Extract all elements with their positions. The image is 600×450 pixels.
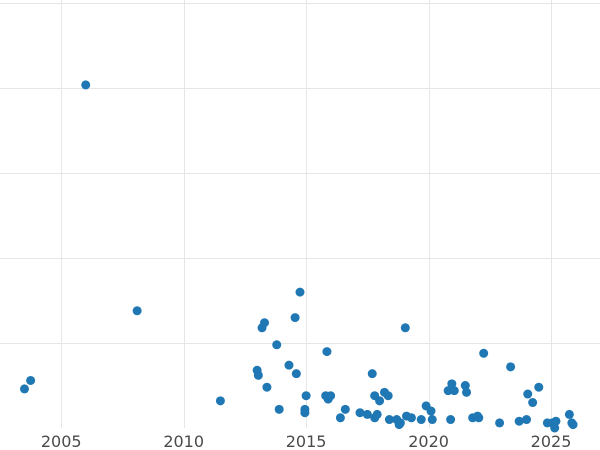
data-point[interactable] — [514, 416, 524, 426]
data-point[interactable] — [372, 409, 382, 419]
data-point[interactable] — [449, 386, 459, 396]
data-point[interactable] — [383, 391, 393, 401]
data-point[interactable] — [274, 404, 284, 414]
x-tick-label-2005: 2005 — [41, 432, 82, 450]
data-point[interactable] — [291, 369, 301, 379]
data-point[interactable] — [259, 318, 269, 328]
data-point[interactable] — [522, 415, 532, 425]
data-point[interactable] — [400, 323, 410, 333]
data-point[interactable] — [474, 413, 484, 423]
data-point[interactable] — [340, 404, 350, 414]
data-point[interactable] — [447, 379, 457, 389]
data-point[interactable] — [26, 375, 36, 385]
data-point[interactable] — [262, 382, 272, 392]
data-point[interactable] — [427, 415, 437, 425]
data-point[interactable] — [326, 391, 336, 401]
x-tick-label-2010: 2010 — [163, 432, 204, 450]
data-point[interactable] — [551, 416, 561, 426]
data-point[interactable] — [284, 360, 294, 370]
x-tick-label-2025: 2025 — [531, 432, 572, 450]
data-point[interactable] — [384, 415, 394, 425]
data-point[interactable] — [446, 415, 456, 425]
data-point[interactable] — [335, 413, 345, 423]
x-tick-label-2015: 2015 — [286, 432, 327, 450]
data-point[interactable] — [564, 409, 574, 419]
x-axis-ticks: 2005 2010 2015 2020 2025 — [41, 432, 572, 450]
data-point[interactable] — [132, 306, 142, 316]
data-point[interactable] — [416, 415, 426, 425]
data-point[interactable] — [523, 389, 533, 399]
data-point[interactable] — [300, 408, 310, 418]
data-point[interactable] — [395, 418, 405, 428]
data-point[interactable] — [495, 418, 505, 428]
grid-layer — [0, 0, 600, 428]
data-point[interactable] — [534, 382, 544, 392]
data-point[interactable] — [460, 381, 470, 391]
data-point[interactable] — [528, 398, 538, 408]
data-point[interactable] — [462, 387, 472, 397]
data-point[interactable] — [215, 396, 225, 406]
data-point[interactable] — [295, 287, 305, 297]
x-tick-label-2020: 2020 — [408, 432, 449, 450]
points-layer — [19, 80, 578, 433]
data-point[interactable] — [506, 362, 516, 372]
data-point[interactable] — [253, 370, 263, 380]
data-point[interactable] — [290, 313, 300, 323]
data-point[interactable] — [375, 396, 385, 406]
data-point[interactable] — [81, 80, 91, 90]
data-point[interactable] — [301, 391, 311, 401]
data-point[interactable] — [19, 384, 29, 394]
data-point[interactable] — [550, 423, 560, 433]
data-point[interactable] — [355, 408, 365, 418]
data-point[interactable] — [426, 406, 436, 416]
data-point[interactable] — [322, 347, 332, 357]
data-point[interactable] — [568, 420, 578, 430]
data-point[interactable] — [406, 413, 416, 423]
data-point[interactable] — [362, 409, 372, 419]
data-point[interactable] — [272, 340, 282, 350]
data-point[interactable] — [367, 369, 377, 379]
data-point[interactable] — [479, 348, 489, 358]
